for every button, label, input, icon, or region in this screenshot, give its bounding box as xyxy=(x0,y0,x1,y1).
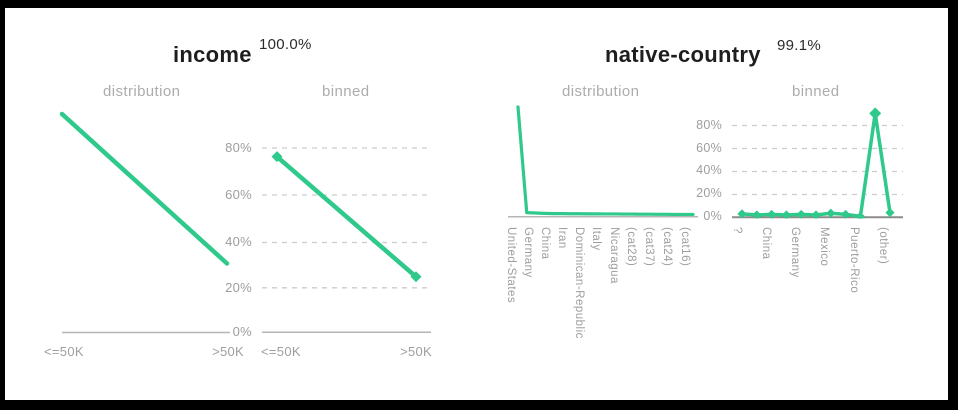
native-country-binned-point-5 xyxy=(811,210,821,220)
native-country-binned-point-6 xyxy=(826,208,836,218)
income-distribution-line xyxy=(59,111,230,266)
native-country-distribution-tick-(cat24): (cat24) xyxy=(661,227,673,267)
native-country-y-tick-40%: 40% xyxy=(696,163,722,177)
native-country-distribution-tick-United-States: United-States xyxy=(505,227,517,304)
native-country-binned-tick-Puerto-Rico: Puerto-Rico xyxy=(848,227,860,294)
income-distribution-tick-le50k: <=50K xyxy=(44,344,84,359)
income-binned-point->50K xyxy=(410,271,422,283)
feature-coverage-income: 100.0% xyxy=(259,36,312,53)
native-country-distribution-tick-Germany: Germany xyxy=(522,227,534,278)
native-country-distribution-tick-(cat28): (cat28) xyxy=(625,227,637,267)
native-country-y-tick-20%: 20% xyxy=(696,186,722,200)
income-binned-tick-gt50k: >50K xyxy=(400,344,432,359)
pane-label-income-distribution: distribution xyxy=(103,83,181,100)
pane-label-native-country-binned: binned xyxy=(792,83,840,100)
native-country-binned-point-10 xyxy=(885,208,895,218)
native-country-distribution-tick-China: China xyxy=(539,227,551,260)
native-country-y-tick-0%: 0% xyxy=(703,209,722,223)
native-country-distribution-chart xyxy=(508,105,698,218)
income-distribution-tick-gt50k: >50K xyxy=(212,344,244,359)
frame-left xyxy=(0,0,5,410)
native-country-binned-chart xyxy=(723,107,910,225)
pane-label-native-country-distribution: distribution xyxy=(562,83,640,100)
native-country-distribution-line xyxy=(516,105,695,217)
native-country-binned-tick-?: ? xyxy=(731,227,743,234)
pane-label-income-binned: binned xyxy=(322,83,370,100)
feature-title-native-country: native-country xyxy=(605,42,761,67)
native-country-distribution-tick-Dominican-Republic: Dominican-Republic xyxy=(573,227,585,339)
frame-top xyxy=(0,0,958,8)
income-binned-line xyxy=(274,154,419,280)
income-y-tick-20%: 20% xyxy=(225,280,252,295)
below-axis-mask xyxy=(723,218,910,225)
income-y-tick-60%: 60% xyxy=(225,187,252,202)
native-country-distribution-tick-Iran: Iran xyxy=(556,227,568,249)
native-country-y-tick-80%: 80% xyxy=(696,118,722,132)
income-binned-tick-le50k: <=50K xyxy=(261,344,301,359)
native-country-distribution-tick-Nicaragua: Nicaragua xyxy=(608,227,620,284)
native-country-binned-point-4 xyxy=(796,209,806,220)
native-country-binned-tick-Germany: Germany xyxy=(789,227,801,278)
native-country-binned-line xyxy=(740,111,892,219)
income-y-tick-0%: 0% xyxy=(232,324,252,339)
income-binned-chart xyxy=(262,147,431,333)
native-country-binned-tick-Mexico: Mexico xyxy=(818,227,830,267)
frame-bottom xyxy=(0,400,958,410)
income-binned-point-<=50K xyxy=(271,151,283,163)
native-country-binned-point-1 xyxy=(752,210,762,220)
frame-right xyxy=(948,0,958,410)
native-country-binned-point-0 xyxy=(737,209,747,219)
native-country-binned-point-9 xyxy=(869,107,882,120)
native-country-binned-tick-China: China xyxy=(760,227,772,260)
native-country-distribution-tick-Italy: Italy xyxy=(590,227,602,251)
income-distribution-chart xyxy=(59,111,230,334)
feature-title-income: income xyxy=(173,42,252,67)
income-y-tick-40%: 40% xyxy=(225,234,252,249)
income-y-tick-80%: 80% xyxy=(225,140,252,155)
native-country-distribution-tick-(cat37): (cat37) xyxy=(643,227,655,267)
native-country-binned-tick-(other): (other) xyxy=(877,227,889,265)
feature-coverage-native-country: 99.1% xyxy=(777,37,822,54)
native-country-distribution-tick-(cat16): (cat16) xyxy=(679,227,691,267)
native-country-y-tick-60%: 60% xyxy=(696,141,722,155)
